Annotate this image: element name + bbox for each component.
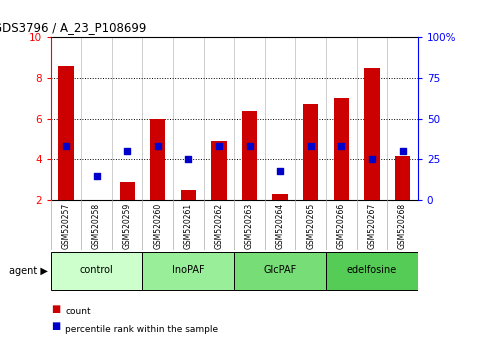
Text: GDS3796 / A_23_P108699: GDS3796 / A_23_P108699 bbox=[0, 21, 147, 34]
Bar bbox=[326, 252, 418, 290]
Point bbox=[368, 156, 376, 162]
Bar bbox=[364, 68, 380, 200]
Bar bbox=[234, 252, 326, 290]
Text: InoPAF: InoPAF bbox=[172, 265, 205, 275]
Bar bbox=[181, 190, 196, 200]
Bar bbox=[334, 98, 349, 200]
Text: GSM520260: GSM520260 bbox=[153, 202, 162, 249]
Text: GlcPAF: GlcPAF bbox=[264, 265, 297, 275]
Text: GSM520261: GSM520261 bbox=[184, 202, 193, 249]
Point bbox=[276, 168, 284, 173]
Bar bbox=[142, 252, 234, 290]
Text: GSM520258: GSM520258 bbox=[92, 202, 101, 249]
Point bbox=[185, 156, 192, 162]
Point bbox=[398, 148, 406, 154]
Text: percentile rank within the sample: percentile rank within the sample bbox=[65, 325, 218, 334]
Point bbox=[246, 143, 254, 149]
Text: GSM520266: GSM520266 bbox=[337, 202, 346, 249]
Text: GSM520259: GSM520259 bbox=[123, 202, 132, 249]
Text: edelfosine: edelfosine bbox=[347, 265, 397, 275]
Point bbox=[93, 173, 100, 178]
Point bbox=[123, 148, 131, 154]
Text: control: control bbox=[80, 265, 114, 275]
Text: ■: ■ bbox=[51, 321, 60, 331]
Bar bbox=[272, 194, 288, 200]
Bar bbox=[51, 252, 142, 290]
Point bbox=[215, 143, 223, 149]
Point bbox=[338, 143, 345, 149]
Bar bbox=[150, 119, 166, 200]
Bar bbox=[212, 141, 227, 200]
Text: GSM520262: GSM520262 bbox=[214, 202, 224, 249]
Text: count: count bbox=[65, 307, 91, 316]
Bar bbox=[58, 66, 74, 200]
Bar bbox=[303, 104, 318, 200]
Text: GSM520267: GSM520267 bbox=[368, 202, 376, 249]
Point bbox=[307, 143, 314, 149]
Text: GSM520257: GSM520257 bbox=[61, 202, 71, 249]
Text: GSM520263: GSM520263 bbox=[245, 202, 254, 249]
Text: agent ▶: agent ▶ bbox=[10, 266, 48, 276]
Point bbox=[62, 143, 70, 149]
Point bbox=[154, 143, 162, 149]
Bar bbox=[395, 156, 410, 200]
Text: GSM520268: GSM520268 bbox=[398, 202, 407, 249]
Text: ■: ■ bbox=[51, 303, 60, 314]
Text: GSM520265: GSM520265 bbox=[306, 202, 315, 249]
Bar bbox=[242, 112, 257, 200]
Bar bbox=[120, 182, 135, 200]
Text: GSM520264: GSM520264 bbox=[276, 202, 284, 249]
